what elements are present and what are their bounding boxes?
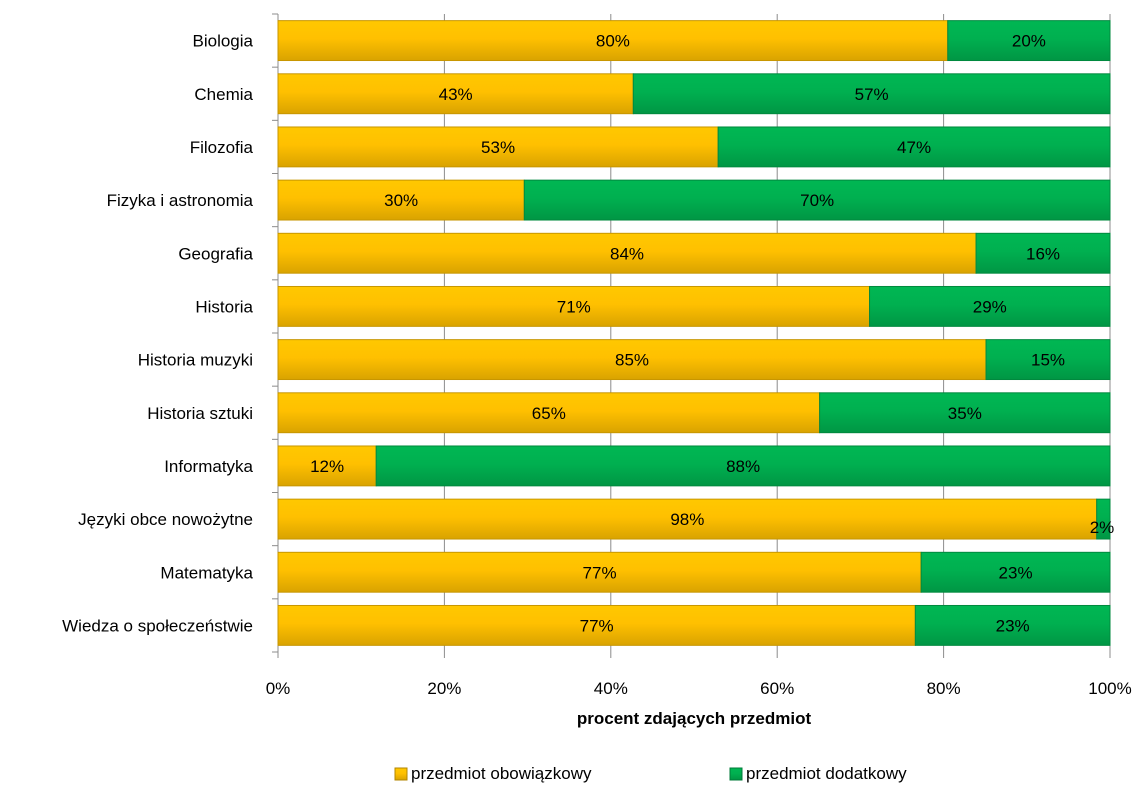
data-label: 70% — [800, 191, 834, 210]
x-tick-label: 60% — [760, 679, 794, 698]
legend-swatch — [729, 767, 743, 781]
data-label: 29% — [973, 297, 1007, 316]
data-label: 84% — [610, 244, 644, 263]
category-label: Historia sztuki — [147, 404, 253, 423]
bar-segment — [277, 498, 1098, 540]
data-label: 65% — [532, 404, 566, 423]
bars — [277, 20, 1111, 646]
data-label: 85% — [615, 351, 649, 370]
bar-segment — [869, 285, 1111, 327]
category-label: Wiedza o społeczeństwie — [62, 616, 253, 635]
bar-segment — [819, 392, 1111, 434]
x-tick-label: 0% — [266, 679, 291, 698]
data-label: 23% — [999, 563, 1033, 582]
data-label: 16% — [1026, 244, 1060, 263]
bar-segment — [717, 126, 1111, 168]
bar-segment — [277, 551, 922, 593]
data-label: 71% — [557, 297, 591, 316]
data-label: 47% — [897, 138, 931, 157]
data-label: 43% — [439, 85, 473, 104]
x-axis-ticks: 0% 20% 40% 60% 80% 100% — [266, 679, 1132, 698]
data-label: 77% — [580, 616, 614, 635]
data-label: 15% — [1031, 351, 1065, 370]
data-label: 35% — [948, 404, 982, 423]
bar-segment — [375, 445, 1111, 487]
bar-segment — [632, 73, 1111, 115]
bar-segment — [920, 551, 1111, 593]
data-label: 20% — [1012, 32, 1046, 51]
category-label: Informatyka — [164, 457, 253, 476]
category-label: Filozofia — [190, 138, 254, 157]
bar-segment — [277, 445, 377, 487]
data-label: 57% — [855, 85, 889, 104]
legend-label: przedmiot dodatkowy — [746, 764, 907, 783]
bar-segment — [523, 179, 1111, 221]
x-tick-label: 40% — [594, 679, 628, 698]
legend-label: przedmiot obowiązkowy — [411, 764, 592, 783]
category-label: Fizyka i astronomia — [107, 191, 254, 210]
category-label: Języki obce nowożytne — [78, 510, 253, 529]
category-labels: Biologia Chemia Filozofia Fizyka i astronom… — [62, 32, 253, 636]
data-label: 88% — [726, 457, 760, 476]
bar-segment — [985, 339, 1111, 381]
bar-segment — [277, 179, 525, 221]
data-label: 30% — [384, 191, 418, 210]
bar-segment — [277, 20, 949, 62]
data-label: 12% — [310, 457, 344, 476]
value-labels: 80% 20% 43% 57% 53% 47% 30% 70% 84% 16% 71% 29% 85% 1… — [310, 32, 1114, 636]
category-label: Chemia — [194, 85, 253, 104]
data-label: 80% — [596, 32, 630, 51]
category-label: Biologia — [193, 32, 254, 51]
bar-segment — [277, 392, 821, 434]
category-label: Historia muzyki — [138, 351, 253, 370]
bar-segment — [975, 232, 1111, 274]
data-label: 2% — [1090, 518, 1115, 537]
category-label: Matematyka — [160, 563, 253, 582]
x-tick-label: 100% — [1088, 679, 1131, 698]
data-label: 53% — [481, 138, 515, 157]
data-label: 23% — [996, 616, 1030, 635]
bar-segment — [1096, 498, 1111, 540]
x-axis-title: procent zdających przedmiot — [577, 709, 812, 728]
category-label: Historia — [195, 297, 253, 316]
legend-swatch — [394, 767, 408, 781]
bar-segment — [277, 73, 634, 115]
gridlines — [272, 13, 1111, 658]
data-label: 77% — [583, 563, 617, 582]
legend: przedmiot obowiązkowy przedmiot dodatkowy — [394, 764, 907, 783]
bar-segment — [914, 604, 1111, 646]
data-label: 98% — [670, 510, 704, 529]
bar-segment — [947, 20, 1111, 62]
bar-segment — [277, 285, 871, 327]
x-tick-label: 20% — [427, 679, 461, 698]
x-tick-label: 80% — [927, 679, 961, 698]
bar-segment — [277, 339, 987, 381]
category-label: Geografia — [178, 244, 253, 263]
